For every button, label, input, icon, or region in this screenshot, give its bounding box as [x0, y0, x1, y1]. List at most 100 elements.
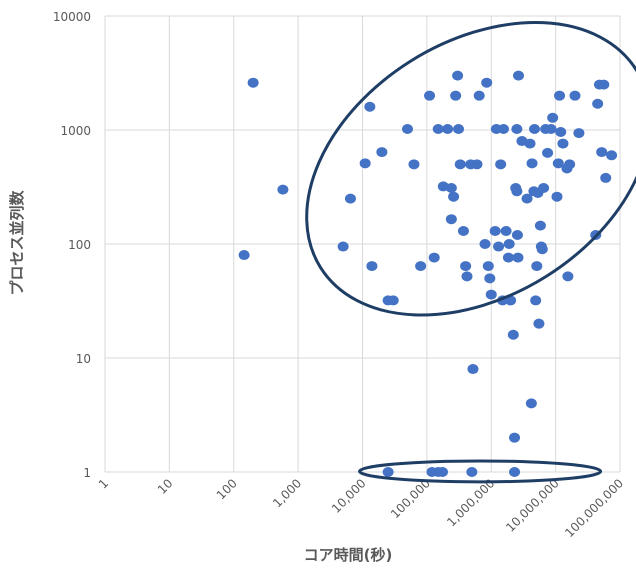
- y-axis-title: プロセス並列数: [8, 190, 26, 296]
- data-point: [366, 261, 378, 272]
- data-point: [509, 432, 521, 443]
- data-point: [445, 214, 457, 225]
- data-point: [401, 124, 413, 135]
- data-point: [524, 138, 536, 149]
- data-point: [569, 90, 581, 101]
- data-point: [277, 184, 289, 195]
- data-point: [503, 239, 515, 249]
- data-point: [452, 70, 464, 81]
- data-point: [454, 159, 466, 170]
- data-point: [450, 90, 462, 101]
- data-point: [481, 77, 493, 88]
- x-tick-label: 10,000: [329, 476, 369, 516]
- x-tick-label: 100,000,000: [562, 476, 626, 540]
- highlight-ellipse: [305, 21, 636, 317]
- data-point: [457, 226, 469, 237]
- data-point: [495, 159, 507, 170]
- y-tick-label: 1: [83, 466, 91, 480]
- data-point: [432, 124, 444, 135]
- data-point: [467, 364, 479, 375]
- data-point: [554, 90, 566, 101]
- data-point: [247, 77, 259, 88]
- data-point: [466, 467, 478, 477]
- data-point: [238, 250, 250, 261]
- y-tick-label: 1000: [60, 124, 91, 138]
- data-point: [445, 182, 457, 193]
- data-point: [382, 467, 394, 477]
- data-point: [512, 70, 524, 81]
- x-tick-label: 100,000: [388, 476, 433, 521]
- data-point: [511, 124, 523, 135]
- data-point: [511, 186, 523, 197]
- data-point: [551, 191, 563, 202]
- y-tick-label: 100: [68, 238, 91, 252]
- data-point: [500, 226, 512, 237]
- data-point: [542, 147, 554, 158]
- data-point: [448, 191, 460, 202]
- data-point: [521, 193, 533, 204]
- data-point: [531, 261, 543, 272]
- data-point: [538, 182, 550, 193]
- data-point: [489, 226, 501, 237]
- x-tick-label: 1: [96, 476, 111, 491]
- data-point: [502, 252, 514, 263]
- data-point: [598, 79, 610, 90]
- data-point: [460, 261, 472, 272]
- data-point: [507, 329, 519, 340]
- data-point: [526, 158, 538, 169]
- data-point: [408, 159, 420, 170]
- data-point: [493, 241, 505, 252]
- data-point: [606, 150, 618, 161]
- data-point: [359, 158, 371, 169]
- data-point: [529, 124, 541, 135]
- data-point: [564, 159, 576, 170]
- data-point: [536, 244, 548, 255]
- data-point: [387, 295, 399, 306]
- data-point: [552, 158, 564, 169]
- data-point: [592, 98, 604, 109]
- data-point: [376, 147, 388, 158]
- data-point: [473, 90, 485, 101]
- data-point: [337, 241, 349, 252]
- data-point: [415, 261, 427, 272]
- data-point: [437, 467, 449, 477]
- data-point: [573, 128, 585, 139]
- x-tick-label: 10,000,000: [503, 476, 561, 534]
- y-tick-label: 10: [76, 352, 91, 366]
- data-point: [600, 172, 612, 183]
- data-point: [344, 193, 356, 204]
- data-point: [442, 124, 454, 135]
- data-point: [511, 229, 523, 240]
- data-point: [530, 295, 542, 306]
- data-point: [479, 239, 491, 249]
- x-tick-label: 1,000: [270, 476, 304, 510]
- data-points: [238, 70, 618, 477]
- data-point: [498, 124, 510, 135]
- data-point: [555, 127, 567, 138]
- data-point: [596, 147, 608, 158]
- data-point: [453, 124, 465, 135]
- data-point: [545, 124, 557, 135]
- x-tick-label: 100: [214, 476, 240, 502]
- data-point: [364, 101, 376, 112]
- data-point: [461, 271, 473, 282]
- data-point: [485, 289, 497, 300]
- x-tick-label: 10: [155, 476, 176, 497]
- data-point: [562, 271, 574, 282]
- data-point: [547, 112, 559, 123]
- data-point: [512, 252, 524, 263]
- data-point: [557, 138, 569, 149]
- data-point: [525, 398, 537, 409]
- x-tick-label: 1,000,000: [444, 476, 497, 529]
- data-point: [534, 220, 546, 231]
- data-point: [471, 159, 483, 170]
- x-tick-labels: 1 10 100 1,000 10,000 100,000 1,000,000 10,000,…: [96, 476, 626, 540]
- y-tick-label: 10000: [53, 10, 91, 24]
- highlight-ellipse: [358, 459, 603, 484]
- data-point: [509, 467, 521, 477]
- y-tick-labels: 1 10 100 1000 10000: [53, 10, 91, 480]
- data-point: [482, 261, 494, 272]
- x-axis-title: コア時間(秒): [304, 546, 393, 564]
- data-point: [424, 90, 436, 101]
